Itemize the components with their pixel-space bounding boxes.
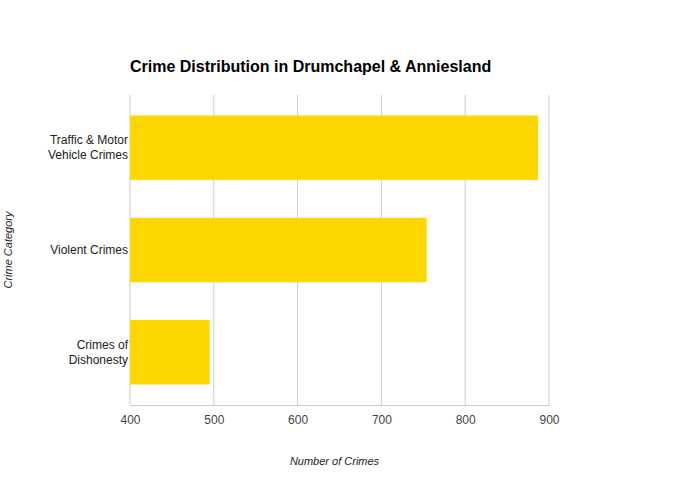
x-tick-label: 500 bbox=[204, 413, 224, 427]
x-axis-line bbox=[131, 405, 550, 406]
x-tick-label: 600 bbox=[288, 413, 308, 427]
y-axis: Traffic & MotorVehicle Crimes Violent Cri… bbox=[48, 96, 131, 406]
y-tick: Crimes ofDishonesty bbox=[69, 338, 130, 367]
bar bbox=[130, 115, 538, 179]
bar bbox=[130, 218, 427, 282]
x-axis: 400 500 600 700 800 900 bbox=[120, 405, 559, 427]
y-tick: Violent Crimes bbox=[50, 243, 130, 257]
y-axis-line bbox=[130, 96, 131, 406]
plot: 400 500 600 700 800 900 Traffic & MotorVehicle… bbox=[48, 95, 560, 427]
x-tick: 800 bbox=[456, 405, 476, 427]
x-tick: 700 bbox=[372, 405, 392, 427]
grid-line bbox=[549, 95, 550, 405]
chart: 400 500 600 700 800 900 Traffic & MotorVehicle… bbox=[0, 0, 680, 500]
x-tick-label: 800 bbox=[456, 413, 476, 427]
y-tick-label: Violent Crimes bbox=[50, 243, 128, 257]
bar bbox=[130, 320, 210, 384]
y-tick-label: Traffic & MotorVehicle Crimes bbox=[48, 133, 128, 162]
bars bbox=[130, 115, 538, 384]
y-tick-label: Crimes ofDishonesty bbox=[69, 338, 129, 367]
x-tick-label: 700 bbox=[372, 413, 392, 427]
x-tick-label: 400 bbox=[120, 413, 140, 427]
x-axis-title: Number of Crimes bbox=[290, 455, 380, 467]
y-axis-title: Crime Category bbox=[2, 210, 14, 289]
x-tick: 400 bbox=[120, 405, 140, 427]
grid bbox=[130, 95, 549, 405]
x-tick: 900 bbox=[539, 405, 559, 427]
title: Crime Distribution in Drumchapel & Annie… bbox=[130, 58, 491, 75]
x-tick: 600 bbox=[288, 405, 308, 427]
y-tick: Traffic & MotorVehicle Crimes bbox=[48, 133, 130, 162]
x-tick-label: 900 bbox=[539, 413, 559, 427]
x-tick: 500 bbox=[204, 405, 224, 427]
